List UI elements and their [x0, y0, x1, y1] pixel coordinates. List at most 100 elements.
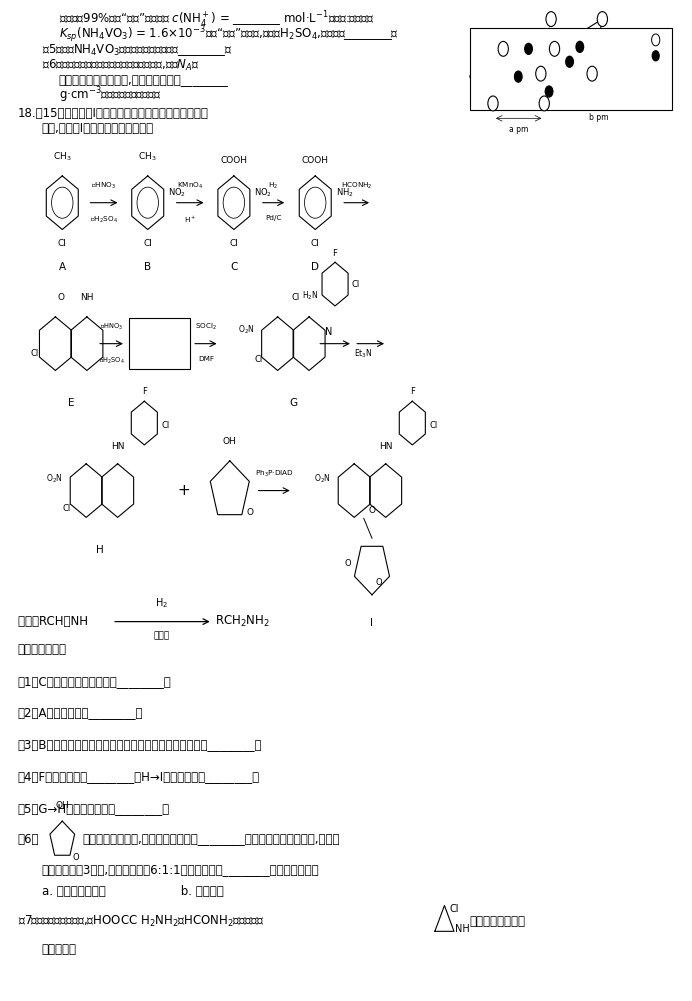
- FancyBboxPatch shape: [129, 318, 190, 369]
- Text: Cl: Cl: [161, 420, 170, 429]
- Text: Cl: Cl: [230, 239, 238, 248]
- Text: c pm: c pm: [468, 72, 487, 81]
- Text: a pm: a pm: [509, 125, 528, 134]
- Text: I: I: [370, 618, 373, 628]
- Text: （3）B中所含的第二周期元素第一电离能由大到小的顺序是________。: （3）B中所含的第二周期元素第一电离能由大到小的顺序是________。: [18, 738, 262, 751]
- Text: 已知：RCH＝NH: 已知：RCH＝NH: [18, 615, 91, 628]
- Circle shape: [536, 66, 546, 81]
- Text: 浓HNO$_3$: 浓HNO$_3$: [91, 180, 116, 191]
- Text: Cl: Cl: [31, 349, 39, 358]
- Text: CH$_3$: CH$_3$: [138, 150, 157, 163]
- Text: Ph$_3$P·DIAD: Ph$_3$P·DIAD: [255, 468, 293, 478]
- Text: （5）检验NH$_4$VO$_3$沉淠是否洗净的操作是________。: （5）检验NH$_4$VO$_3$沉淠是否洗净的操作是________。: [42, 42, 233, 58]
- Circle shape: [549, 41, 560, 56]
- Text: NO$_2$: NO$_2$: [255, 186, 273, 199]
- Circle shape: [539, 96, 549, 111]
- FancyBboxPatch shape: [471, 28, 672, 110]
- Text: NH: NH: [80, 293, 93, 302]
- Text: E: E: [68, 398, 75, 408]
- Text: NH$_2$: NH$_2$: [336, 186, 354, 199]
- Text: HN: HN: [379, 441, 392, 450]
- Text: a. 能发生銀镜反应                    b. 不含醚键: a. 能发生銀镜反应 b. 不含醚键: [42, 885, 224, 898]
- Text: 浓H$_2$SO$_4$: 浓H$_2$SO$_4$: [98, 355, 125, 365]
- Circle shape: [546, 12, 556, 26]
- Text: $K_{sp}$(NH$_4$VO$_3$) = 1.6×10$^{-3}$）。“沉钒”过程中,加入稀H$_2$SO$_4$,其目的是________。: $K_{sp}$(NH$_4$VO$_3$) = 1.6×10$^{-3}$）。…: [59, 25, 399, 45]
- Text: Cl: Cl: [311, 239, 320, 248]
- Text: COOH: COOH: [220, 156, 247, 165]
- Text: N: N: [325, 326, 332, 336]
- Text: Cl: Cl: [143, 239, 152, 248]
- Text: G: G: [289, 398, 298, 408]
- Text: OH: OH: [223, 436, 237, 445]
- Text: 示阿伏加德罗常数的値,则该晶体密度为________: 示阿伏加德罗常数的値,则该晶体密度为________: [59, 74, 228, 87]
- Text: 磁共振氢谱有3组峰,其峰面积比为6:1:1的结构简式为________（写出一种）。: 磁共振氢谱有3组峰,其峰面积比为6:1:1的结构简式为________（写出一种…: [42, 863, 320, 876]
- Text: H: H: [96, 546, 104, 556]
- Text: H$^+$: H$^+$: [184, 214, 197, 225]
- Circle shape: [498, 41, 509, 56]
- Text: SOCl$_2$: SOCl$_2$: [195, 321, 217, 331]
- Text: +: +: [178, 483, 190, 498]
- Text: （5）G→H的化学方程式为________。: （5）G→H的化学方程式为________。: [18, 802, 170, 815]
- Text: DMF: DMF: [198, 355, 214, 361]
- Text: A: A: [59, 262, 66, 272]
- Text: O: O: [57, 293, 64, 302]
- Text: O$_2$N: O$_2$N: [46, 472, 63, 484]
- Text: （1）C中含氧官能团的名称是________。: （1）C中含氧官能团的名称是________。: [18, 675, 172, 688]
- Text: CH$_3$: CH$_3$: [53, 150, 71, 163]
- Text: Cl: Cl: [352, 279, 360, 288]
- Text: 浓H$_2$SO$_4$: 浓H$_2$SO$_4$: [90, 214, 118, 225]
- Text: ，合成过程中无机: ，合成过程中无机: [469, 915, 525, 928]
- Text: Et$_3$N: Et$_3$N: [354, 347, 373, 359]
- Text: O: O: [660, 51, 667, 60]
- Text: Cl: Cl: [291, 293, 300, 302]
- Text: O: O: [247, 508, 254, 517]
- Text: H$_2$N: H$_2$N: [302, 289, 318, 302]
- Text: HCONH$_2$: HCONH$_2$: [341, 180, 372, 191]
- Circle shape: [488, 96, 498, 111]
- Text: Pd/C: Pd/C: [265, 214, 282, 220]
- Text: 有多种同分异构体,符合下列条件的有________种（不考虑立体异构）,其中核: 有多种同分异构体,符合下列条件的有________种（不考虑立体异构）,其中核: [83, 834, 340, 847]
- Text: B: B: [144, 262, 152, 272]
- Text: O: O: [73, 854, 80, 862]
- Text: O$_2$N: O$_2$N: [314, 472, 331, 484]
- Circle shape: [545, 86, 553, 97]
- Circle shape: [597, 12, 608, 26]
- Text: O: O: [345, 559, 352, 568]
- Text: （2）A的化学名称为________。: （2）A的化学名称为________。: [18, 707, 143, 720]
- Text: O: O: [375, 579, 382, 588]
- Text: 偒化剂: 偒化剂: [154, 632, 170, 641]
- Text: NO$_2$: NO$_2$: [168, 186, 186, 199]
- Text: C$_8$H$_4$O$_3$N$_2$Cl: C$_8$H$_4$O$_3$N$_2$Cl: [136, 330, 183, 343]
- Text: C: C: [230, 262, 237, 272]
- Text: b pm: b pm: [589, 113, 609, 122]
- Text: 间体,化合物I的一种合成路线如下。: 间体,化合物I的一种合成路线如下。: [42, 122, 154, 135]
- Text: KMnO$_4$: KMnO$_4$: [177, 180, 203, 191]
- Text: F: F: [410, 387, 415, 396]
- Text: Cl: Cl: [63, 504, 71, 513]
- Text: 18.（15分）化合物I是制备抗肿瘾药物阿法替尼的重要中: 18.（15分）化合物I是制备抗肿瘾药物阿法替尼的重要中: [18, 107, 209, 120]
- Circle shape: [525, 43, 532, 54]
- Text: V: V: [660, 35, 666, 44]
- Circle shape: [652, 34, 659, 46]
- Circle shape: [587, 66, 597, 81]
- Text: H$_2$: H$_2$: [155, 596, 168, 610]
- Text: （6）: （6）: [18, 834, 39, 847]
- Text: NH: NH: [455, 924, 470, 934]
- Text: H$_2$: H$_2$: [268, 180, 279, 191]
- Text: O: O: [368, 506, 376, 515]
- Text: RCH$_2$NH$_2$: RCH$_2$NH$_2$: [215, 614, 269, 630]
- Text: （4）F的结构简式为________，H→I的反应类型为________。: （4）F的结构简式为________，H→I的反应类型为________。: [18, 770, 260, 783]
- Text: g·cm$^{-3}$（列出计算式即可）。: g·cm$^{-3}$（列出计算式即可）。: [59, 86, 161, 105]
- Circle shape: [515, 71, 522, 82]
- Text: HN: HN: [111, 441, 125, 450]
- Text: 降率达到99%，则“沉钒”后溶液中 $c$(NH$_4^+$) = ________ mol·L$^{-1}$（已知:常温下，: 降率达到99%，则“沉钒”后溶液中 $c$(NH$_4^+$) = ______…: [59, 10, 374, 30]
- Text: F: F: [333, 249, 338, 258]
- Text: （7）参考上述合成路线,以HOOCC H$_2$NH$_2$、HCONH$_2$为原料合成: （7）参考上述合成路线,以HOOCC H$_2$NH$_2$、HCONH$_2$…: [18, 914, 264, 929]
- Text: （6）一种含钒的氧化物晶胞结构如右图所示,已知$N_A$表: （6）一种含钒的氧化物晶胞结构如右图所示,已知$N_A$表: [42, 58, 199, 73]
- Text: Cl: Cl: [450, 905, 459, 915]
- Circle shape: [653, 51, 659, 61]
- Text: 回答下列问题：: 回答下列问题：: [18, 643, 67, 656]
- Text: F: F: [142, 387, 147, 396]
- Text: D: D: [311, 262, 319, 272]
- Circle shape: [576, 41, 583, 52]
